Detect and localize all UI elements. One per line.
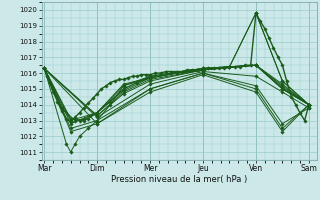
X-axis label: Pression niveau de la mer( hPa ): Pression niveau de la mer( hPa )	[111, 175, 247, 184]
